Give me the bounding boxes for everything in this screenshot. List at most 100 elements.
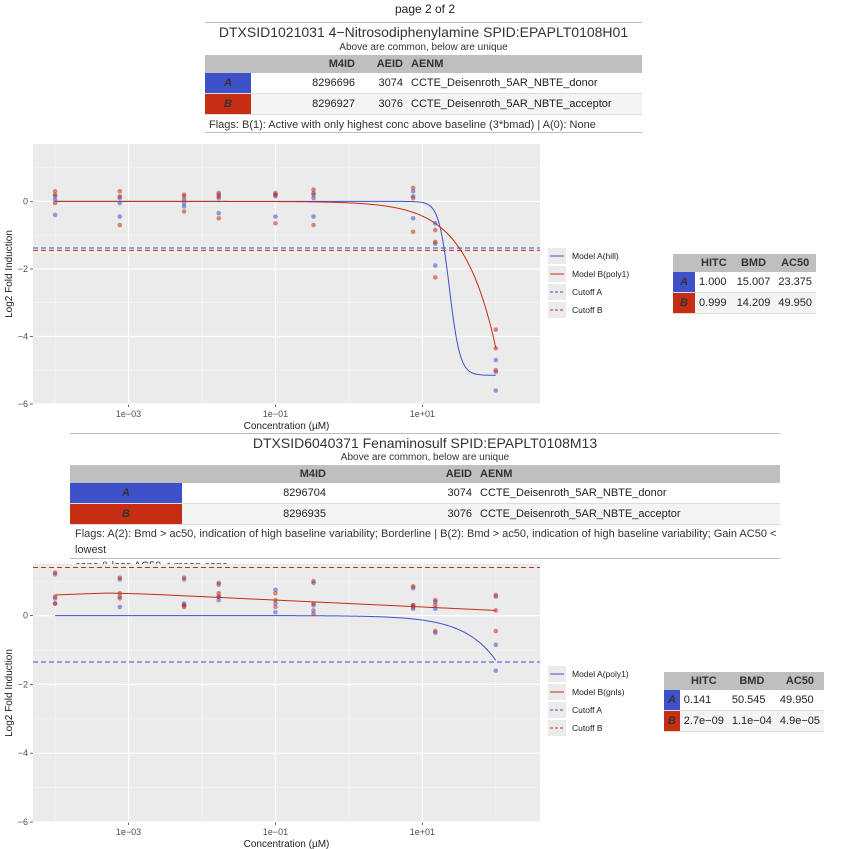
data-point-a bbox=[493, 668, 499, 673]
stats-bmd: 1.1e−04 bbox=[727, 710, 776, 732]
header-m4id: M4ID bbox=[182, 465, 330, 483]
data-point-b bbox=[52, 192, 58, 197]
row-aenm: CCTE_Deisenroth_5AR_NBTE_donor bbox=[407, 73, 642, 94]
data-point-b bbox=[273, 221, 278, 226]
legend-label: Cutoff B bbox=[572, 723, 603, 733]
data-point-a bbox=[181, 200, 187, 206]
table-row: A 8296696 3074 CCTE_Deisenroth_5AR_NBTE_… bbox=[205, 73, 642, 94]
data-point-b bbox=[52, 188, 58, 194]
stats-table: HITC BMD AC50 A 0.141 50.545 49.950 B 2.… bbox=[664, 672, 824, 732]
stats-label-a: A bbox=[664, 690, 680, 711]
data-point-a bbox=[273, 587, 278, 593]
page-label: page 2 of 2 bbox=[394, 2, 456, 16]
data-point-b bbox=[410, 185, 416, 191]
data-point-b bbox=[181, 197, 187, 203]
table-row: B 8296927 3076 CCTE_Deisenroth_5AR_NBTE_… bbox=[205, 93, 642, 115]
data-point-b bbox=[273, 597, 278, 603]
plot-panel bbox=[33, 144, 540, 404]
data-point-a bbox=[410, 188, 416, 194]
data-point-b bbox=[216, 580, 222, 586]
row-aeid: 3074 bbox=[359, 73, 407, 94]
data-point-a bbox=[432, 263, 438, 268]
x-tick-label: 1e−01 bbox=[263, 409, 288, 419]
y-tick-label: −4 bbox=[18, 748, 28, 758]
header-bmd: BMD bbox=[727, 672, 776, 690]
data-point-b bbox=[432, 602, 438, 608]
data-point-b bbox=[181, 209, 187, 214]
data-point-b bbox=[311, 187, 316, 192]
dose-response-chart-2: 1e−03 1e−01 1e+01 0 −2 −4 −6 Concentration (µM)… bbox=[4, 564, 629, 849]
row-m4id: 8296927 bbox=[251, 93, 359, 115]
data-point-b bbox=[493, 345, 499, 351]
x-axis-label: Concentration (µM) bbox=[244, 421, 330, 432]
data-point-b bbox=[432, 275, 438, 280]
stats-ac50: 49.950 bbox=[774, 292, 816, 314]
header-m4id: M4ID bbox=[251, 55, 359, 73]
info-table: M4ID AEID AENM A 8296704 3074 CCTE_Deise… bbox=[70, 465, 780, 525]
data-point-b bbox=[117, 596, 123, 601]
row-aeid: 3076 bbox=[330, 503, 476, 525]
header-blank bbox=[664, 672, 680, 690]
header-aeid: AEID bbox=[359, 55, 407, 73]
y-tick-label: −4 bbox=[18, 331, 28, 341]
legend-label: Cutoff A bbox=[572, 287, 602, 297]
data-point-b bbox=[181, 192, 187, 197]
data-point-a bbox=[432, 221, 438, 226]
y-tick-label: −2 bbox=[18, 679, 28, 689]
data-point-a bbox=[311, 195, 316, 201]
flags-text: Flags: B(1): Active with only highest co… bbox=[209, 119, 596, 131]
legend-label: Model A(hill) bbox=[572, 251, 619, 261]
data-point-b bbox=[410, 604, 416, 610]
data-point-b bbox=[52, 601, 58, 606]
data-point-b bbox=[181, 604, 187, 610]
panel-title: DTXSID1021031 4−Nitrosodiphenylamine SPI… bbox=[218, 24, 629, 40]
data-point-b bbox=[493, 327, 499, 333]
stats-table: HITC BMD AC50 A 1.000 15.007 23.375 B 0.… bbox=[673, 254, 816, 314]
info-table: M4ID AEID AENM A 8296696 3074 CCTE_Deise… bbox=[205, 55, 642, 115]
data-point-b bbox=[273, 192, 278, 197]
data-point-a bbox=[117, 604, 123, 610]
data-point-a bbox=[52, 197, 58, 203]
row-m4id: 8296935 bbox=[182, 503, 330, 525]
legend-label: Cutoff A bbox=[572, 705, 602, 715]
data-point-b bbox=[216, 590, 222, 596]
header-ac50: AC50 bbox=[774, 254, 816, 272]
data-point-b bbox=[311, 578, 316, 584]
row-label-a: A bbox=[70, 483, 182, 504]
table-row: A 8296704 3074 CCTE_Deisenroth_5AR_NBTE_… bbox=[70, 483, 780, 504]
data-point-b bbox=[181, 575, 187, 581]
data-point-b bbox=[52, 570, 58, 575]
data-point-b bbox=[273, 590, 278, 596]
y-axis-label: Log2 Fold Induction bbox=[4, 230, 15, 318]
data-point-a bbox=[52, 212, 58, 218]
data-point-b bbox=[216, 194, 222, 199]
header-aenm: AENM bbox=[476, 465, 780, 483]
data-point-b bbox=[493, 608, 499, 613]
row-label-b: B bbox=[205, 93, 251, 115]
data-point-b bbox=[311, 611, 316, 617]
flags-rule bbox=[70, 558, 780, 559]
data-point-a bbox=[493, 642, 499, 648]
header-blank bbox=[673, 254, 696, 272]
data-point-b bbox=[311, 222, 316, 228]
plot-panel bbox=[33, 564, 540, 822]
header-bmd: BMD bbox=[732, 254, 775, 272]
data-point-b bbox=[432, 628, 438, 634]
y-tick-label: −6 bbox=[18, 817, 28, 827]
stats-hitc: 1.000 bbox=[695, 272, 733, 293]
data-point-a bbox=[273, 601, 278, 606]
data-point-b bbox=[216, 190, 222, 196]
stats-hitc: 0.999 bbox=[695, 292, 733, 314]
data-point-b bbox=[493, 592, 499, 598]
table-row: B 8296935 3076 CCTE_Deisenroth_5AR_NBTE_… bbox=[70, 503, 780, 525]
row-aenm: CCTE_Deisenroth_5AR_NBTE_donor bbox=[476, 483, 780, 504]
data-point-b bbox=[432, 597, 438, 603]
chart-legend: Model A(poly1) Model B(gnls) Cutoff A Cutof… bbox=[548, 666, 629, 736]
data-point-b bbox=[493, 628, 499, 634]
data-point-b bbox=[410, 195, 416, 201]
data-point-a bbox=[273, 214, 278, 219]
data-point-a bbox=[311, 608, 316, 613]
stats-ac50: 23.375 bbox=[774, 272, 816, 293]
row-aeid: 3076 bbox=[359, 93, 407, 115]
stats-ac50: 4.9e−05 bbox=[775, 710, 824, 732]
